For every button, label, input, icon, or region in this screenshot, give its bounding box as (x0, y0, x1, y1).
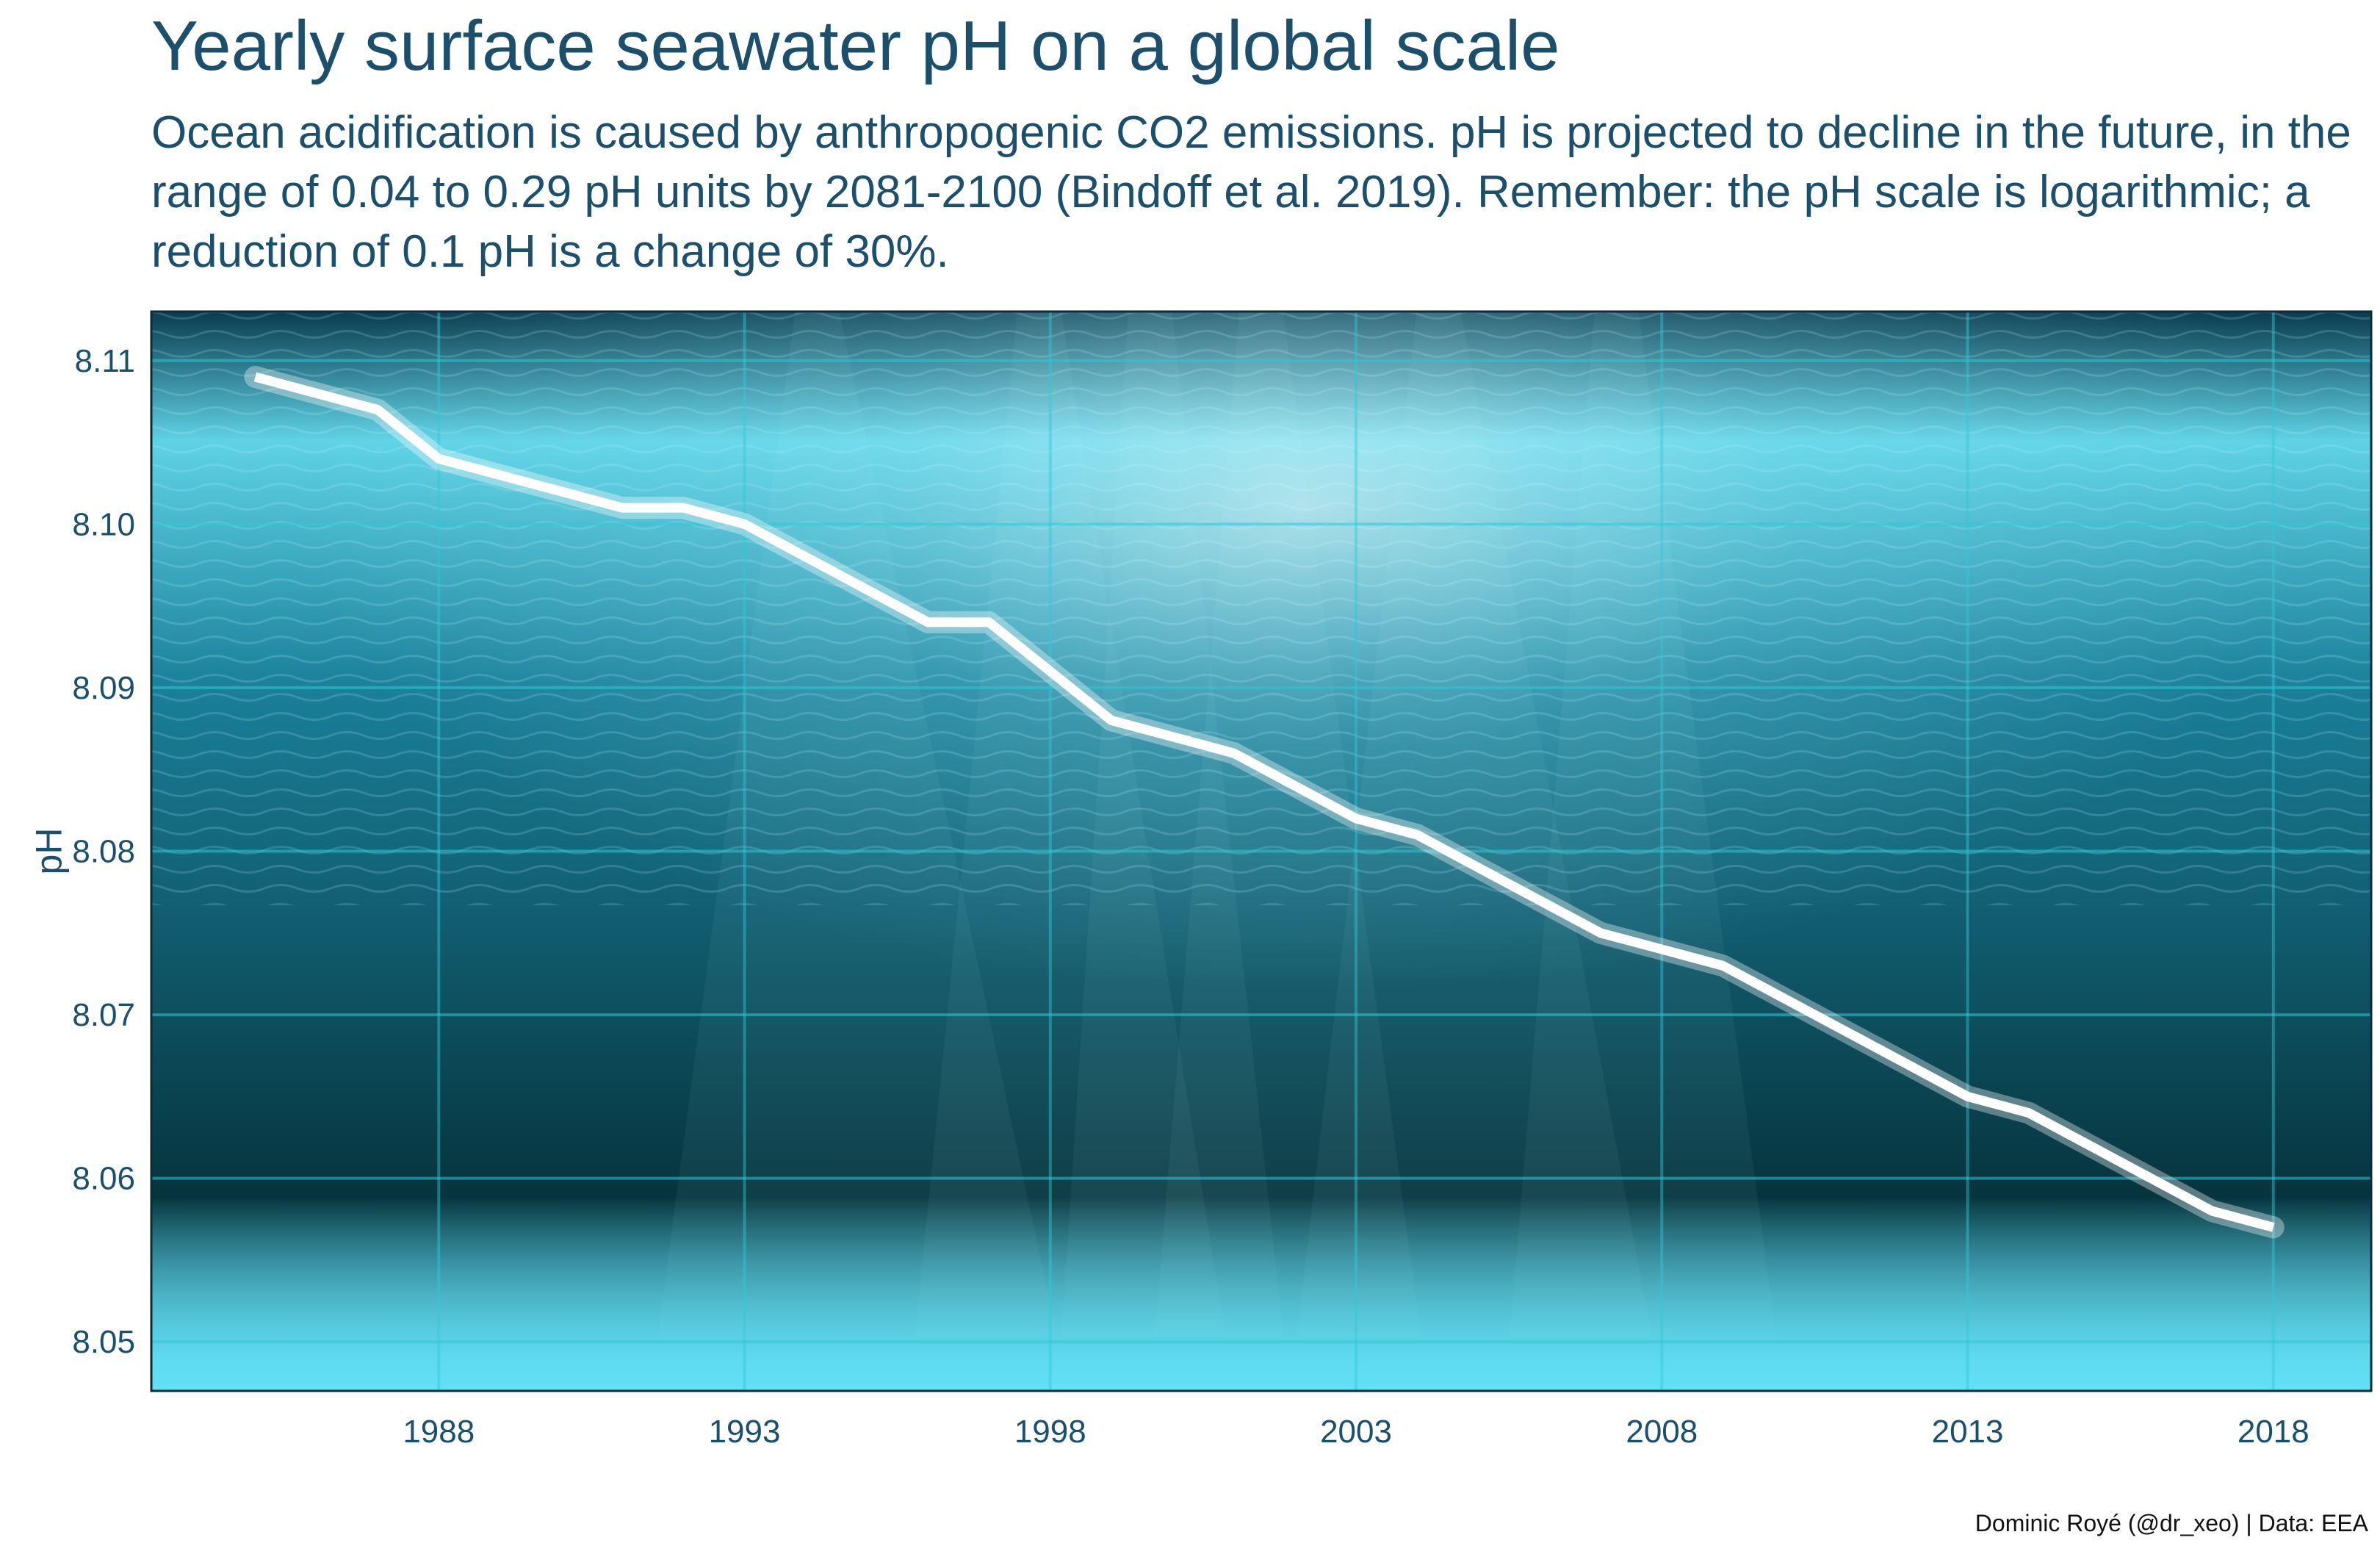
gridlines (151, 312, 2371, 1391)
light-ray (1154, 312, 1421, 1337)
light-ray (1297, 312, 1652, 1337)
seafloor-glow (151, 1196, 2371, 1391)
light-ray (657, 312, 1057, 1337)
chart-subtitle: Ocean acidification is caused by anthrop… (151, 107, 2351, 277)
light-ray (1510, 312, 1777, 1337)
y-tick-label: 8.07 (72, 997, 135, 1033)
x-tick-label: 1998 (1014, 1414, 1086, 1450)
chart-title: Yearly surface seawater pH on a global s… (151, 7, 1560, 85)
series-line-path (253, 372, 2275, 1232)
y-tick-label: 8.08 (72, 834, 135, 870)
panel-border (150, 310, 2373, 1392)
x-tick-label: 1988 (403, 1414, 475, 1450)
y-tick-label: 8.06 (72, 1161, 135, 1197)
y-tick-label: 8.10 (72, 506, 135, 542)
y-axis-title: pH (29, 828, 70, 875)
y-tick-label: 8.05 (72, 1324, 135, 1360)
series-line (244, 366, 2285, 1239)
y-tick-label: 8.11 (75, 343, 135, 379)
x-tick-label: 2018 (2237, 1414, 2309, 1450)
y-tick-label: 8.09 (72, 670, 135, 706)
light-ray (1061, 312, 1284, 1337)
x-tick-label: 2003 (1320, 1414, 1392, 1450)
x-axis: 1988 1993 1998 2003 2008 2013 2018 (403, 1414, 2309, 1450)
x-tick-label: 2013 (1932, 1414, 2004, 1450)
x-tick-label: 1993 (709, 1414, 781, 1450)
light-ray (915, 312, 1226, 1337)
x-tick-label: 2008 (1626, 1414, 1698, 1450)
y-axis: 8.05 8.06 8.07 8.08 8.09 8.10 8.11 (72, 343, 135, 1360)
source-caption: Dominic Royé (@dr_xeo) | Data: EEA (1975, 1510, 2368, 1536)
